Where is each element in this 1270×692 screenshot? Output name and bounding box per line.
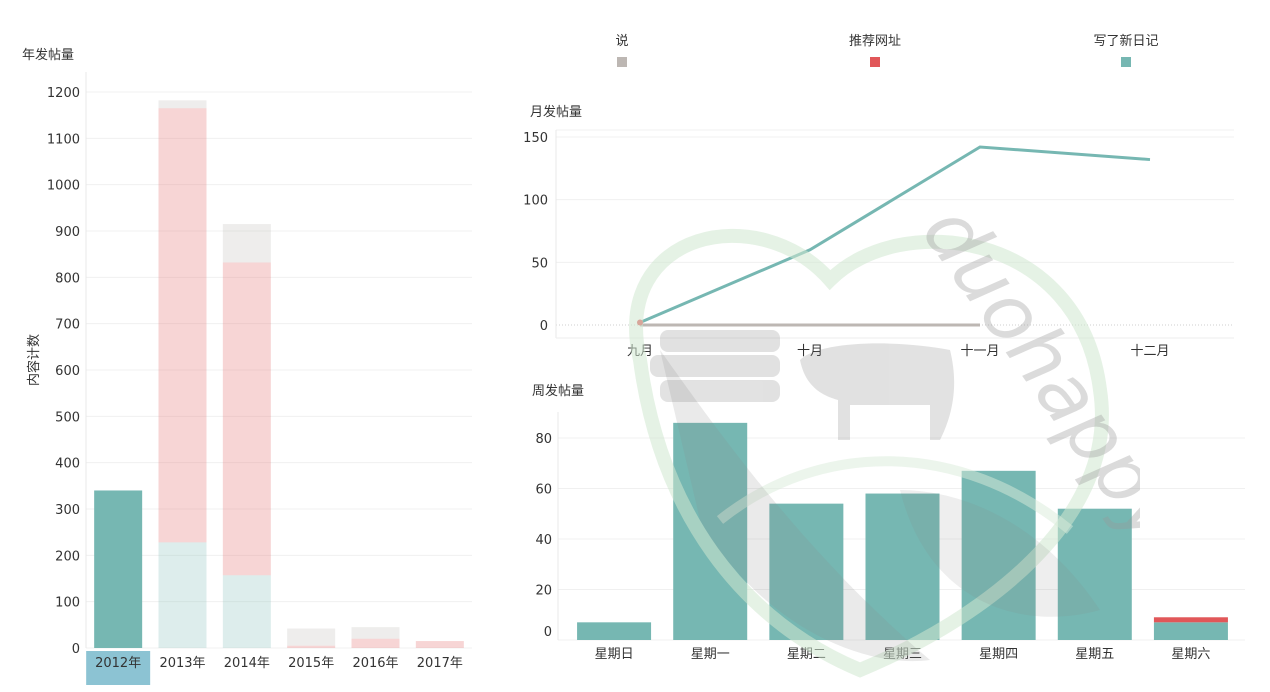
legend-item-recommend[interactable]: 推荐网址 <box>815 30 935 71</box>
yearly-y-tick-label: 700 <box>55 318 80 333</box>
legend-swatch-recommend <box>870 57 880 67</box>
yearly-y-tick-label: 900 <box>55 225 80 240</box>
yearly-chart-title: 年发帖量 <box>22 48 75 63</box>
weekly-y-tick-label: 20 <box>535 584 552 599</box>
monthly-x-tick-label: 九月 <box>627 344 653 359</box>
weekly-x-tick-label: 星期五 <box>1075 647 1114 662</box>
weekly-y-tick-label: 60 <box>535 483 552 498</box>
legend-label-diary: 写了新日记 <box>1093 34 1159 49</box>
weekly-x-tick-label: 星期六 <box>1171 647 1210 662</box>
monthly-series-point[interactable] <box>637 319 643 326</box>
monthly-y-tick-label: 100 <box>523 194 548 209</box>
monthly-chart-title: 月发帖量 <box>530 105 583 120</box>
yearly-y-tick-label: 0 <box>72 642 80 657</box>
legend-swatch-shuo <box>617 57 627 67</box>
yearly-y-tick-label: 400 <box>55 457 80 472</box>
yearly-bar-segment[interactable] <box>158 100 207 109</box>
weekly-bar-segment[interactable] <box>865 493 940 640</box>
legend-label-recommend: 推荐网址 <box>848 34 901 49</box>
weekly-bar-segment[interactable] <box>577 622 652 640</box>
weekly-bar-segment[interactable] <box>1153 617 1228 623</box>
weekly-x-tick-label: 星期三 <box>883 647 922 662</box>
weekly-y-tick-label: 0 <box>544 625 552 640</box>
monthly-y-tick-label: 150 <box>523 131 548 146</box>
weekly-chart: 0 20 40 60 80 星期日 星期一 星期二 星期三 星期四 星期五 星期六 <box>535 412 1245 662</box>
yearly-bar-segment[interactable] <box>222 262 271 576</box>
weekly-bar-segment[interactable] <box>1153 622 1228 640</box>
legend-item-shuo[interactable]: 说 <box>562 30 682 71</box>
yearly-y-tick-label: 1100 <box>47 132 80 147</box>
yearly-x-tick-label[interactable]: 2016年 <box>352 656 398 671</box>
monthly-chart: 0 50 100 150 九月 十月 十一月 十二月 <box>523 129 1234 359</box>
yearly-bar-segment[interactable] <box>287 645 336 648</box>
legend-swatch-diary <box>1121 57 1131 67</box>
weekly-bar-segment[interactable] <box>769 503 844 640</box>
yearly-y-tick-label: 1000 <box>47 179 80 194</box>
weekly-x-tick-label: 星期四 <box>979 647 1018 662</box>
yearly-bar-segment[interactable] <box>351 627 400 639</box>
weekly-chart-title: 周发帖量 <box>532 384 585 399</box>
weekly-bar-segment[interactable] <box>1057 508 1132 640</box>
chart-legend: 说 推荐网址 写了新日记 <box>560 30 1240 70</box>
weekly-bar-segment[interactable] <box>673 422 748 640</box>
yearly-x-tick-label[interactable]: 2015年 <box>288 656 334 671</box>
yearly-y-tick-label: 300 <box>55 503 80 518</box>
yearly-bar-segment[interactable] <box>158 108 207 543</box>
yearly-x-tick-label[interactable]: 2017年 <box>417 656 463 671</box>
legend-item-diary[interactable]: 写了新日记 <box>1066 30 1186 71</box>
monthly-y-tick-label: 50 <box>531 256 548 271</box>
yearly-y-tick-label: 200 <box>55 549 80 564</box>
legend-label-shuo: 说 <box>615 34 629 49</box>
yearly-bar-segment[interactable] <box>222 224 271 263</box>
weekly-x-tick-label: 星期二 <box>787 647 826 662</box>
yearly-chart: 0 100 200 300 400 500 600 700 800 900 1000 1100 1200… <box>26 72 472 685</box>
yearly-x-tick-label[interactable]: 2012年 <box>95 656 141 671</box>
monthly-series-line[interactable] <box>639 145 1151 324</box>
monthly-x-tick-label: 十一月 <box>960 344 999 359</box>
weekly-bar-segment[interactable] <box>961 470 1036 640</box>
yearly-y-tick-label: 800 <box>55 271 80 286</box>
yearly-y-tick-label: 600 <box>55 364 80 379</box>
yearly-y-tick-label: 1200 <box>47 86 80 101</box>
weekly-x-tick-label: 星期一 <box>691 647 730 662</box>
weekly-x-tick-label: 星期日 <box>595 647 634 662</box>
yearly-bar-segment[interactable] <box>287 628 336 646</box>
yearly-bar-segment[interactable] <box>415 641 464 648</box>
monthly-x-tick-label: 十二月 <box>1130 344 1169 359</box>
monthly-y-tick-label: 0 <box>540 319 548 334</box>
yearly-bar-segment[interactable] <box>222 575 271 648</box>
yearly-y-tick-label: 500 <box>55 410 80 425</box>
yearly-x-tick-label[interactable]: 2014年 <box>224 656 270 671</box>
yearly-y-axis-label: 内容计数 <box>26 334 42 386</box>
yearly-x-tick-label[interactable]: 2013年 <box>159 656 205 671</box>
yearly-bar-segment[interactable] <box>94 490 143 648</box>
yearly-bar-segment[interactable] <box>351 638 400 648</box>
monthly-x-tick-label: 十月 <box>797 344 823 359</box>
weekly-y-tick-label: 80 <box>535 432 552 447</box>
yearly-bar-segment[interactable] <box>158 542 207 648</box>
weekly-y-tick-label: 40 <box>535 533 552 548</box>
yearly-selected-label-bg <box>86 651 151 685</box>
yearly-y-tick-label: 100 <box>55 596 80 611</box>
